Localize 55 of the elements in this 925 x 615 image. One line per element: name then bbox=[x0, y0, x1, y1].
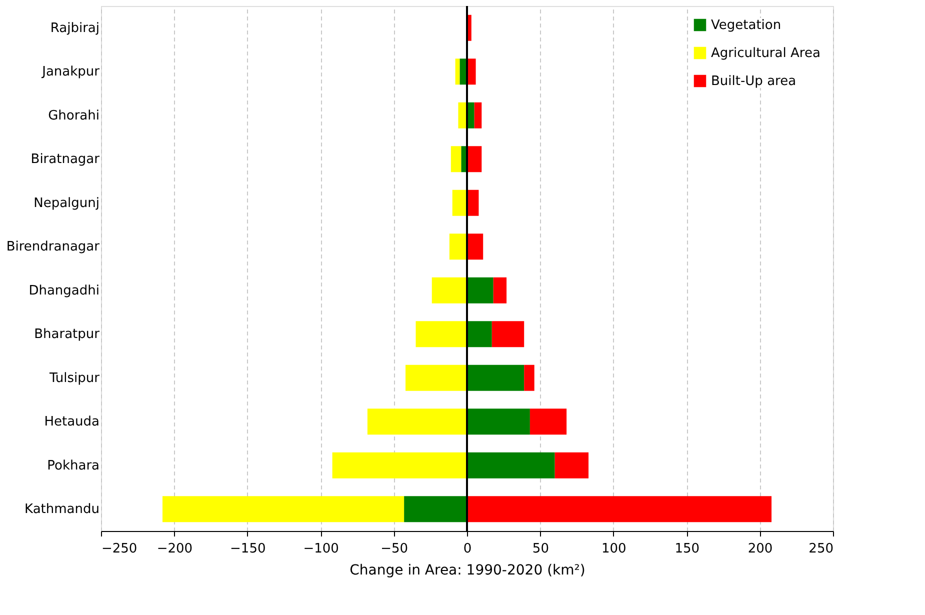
y-tick-label: Ghorahi bbox=[48, 108, 100, 124]
y-tick-label: Tulsipur bbox=[48, 370, 100, 386]
x-tick-label: 0 bbox=[463, 542, 472, 556]
bar bbox=[467, 364, 524, 391]
legend-label: Vegetation bbox=[711, 18, 782, 33]
legend-label: Built-Up area bbox=[711, 74, 796, 89]
bar bbox=[467, 277, 494, 304]
bar bbox=[524, 364, 534, 391]
bar bbox=[416, 321, 467, 348]
bar bbox=[493, 277, 507, 304]
bar bbox=[467, 146, 482, 172]
y-tick-label: Rajbiraj bbox=[50, 20, 100, 36]
bar bbox=[467, 58, 476, 85]
bar bbox=[450, 146, 462, 172]
bar bbox=[449, 234, 467, 260]
x-axis-title: Change in Area: 1990-2020 (km²) bbox=[350, 562, 586, 578]
bar bbox=[530, 408, 567, 435]
bar bbox=[467, 190, 479, 216]
bar bbox=[432, 277, 467, 304]
bar bbox=[332, 452, 467, 478]
bar bbox=[492, 321, 524, 348]
legend-label: Agricultural Area bbox=[711, 46, 820, 61]
y-tick-label: Biratnagar bbox=[30, 152, 100, 168]
bar bbox=[554, 452, 589, 478]
y-tick-label: Janakpur bbox=[41, 64, 100, 80]
bar bbox=[467, 408, 530, 435]
y-tick-label: Hetauda bbox=[44, 414, 100, 430]
bar bbox=[467, 321, 492, 348]
x-tick-label: 200 bbox=[748, 542, 773, 556]
x-tick-label: 150 bbox=[674, 542, 700, 556]
bar bbox=[474, 102, 482, 128]
bar bbox=[367, 408, 467, 435]
bar bbox=[467, 234, 484, 260]
bar bbox=[406, 364, 467, 391]
bar bbox=[455, 58, 460, 85]
y-tick-label: Birendranagar bbox=[6, 240, 100, 255]
x-tick-label: −50 bbox=[380, 542, 408, 556]
bar bbox=[467, 452, 555, 478]
x-tick-label: −200 bbox=[156, 542, 193, 556]
bar bbox=[452, 190, 467, 216]
x-tick-label: −150 bbox=[230, 542, 266, 556]
bar bbox=[162, 496, 404, 522]
x-tick-label: 250 bbox=[808, 542, 834, 556]
x-tick-label: 50 bbox=[532, 542, 549, 556]
bar bbox=[404, 496, 467, 522]
x-tick-label: −250 bbox=[102, 542, 138, 556]
x-tick-label: 100 bbox=[601, 542, 626, 556]
y-tick-label: Bharatpur bbox=[34, 327, 100, 342]
y-tick-label: Nepalgunj bbox=[34, 196, 100, 211]
bar bbox=[458, 102, 467, 128]
y-tick-label: Kathmandu bbox=[24, 502, 100, 518]
bar bbox=[467, 496, 772, 522]
y-tick-label: Pokhara bbox=[47, 458, 100, 474]
x-tick-label: −100 bbox=[303, 542, 339, 556]
y-tick-label: Dhangadhi bbox=[28, 283, 100, 298]
